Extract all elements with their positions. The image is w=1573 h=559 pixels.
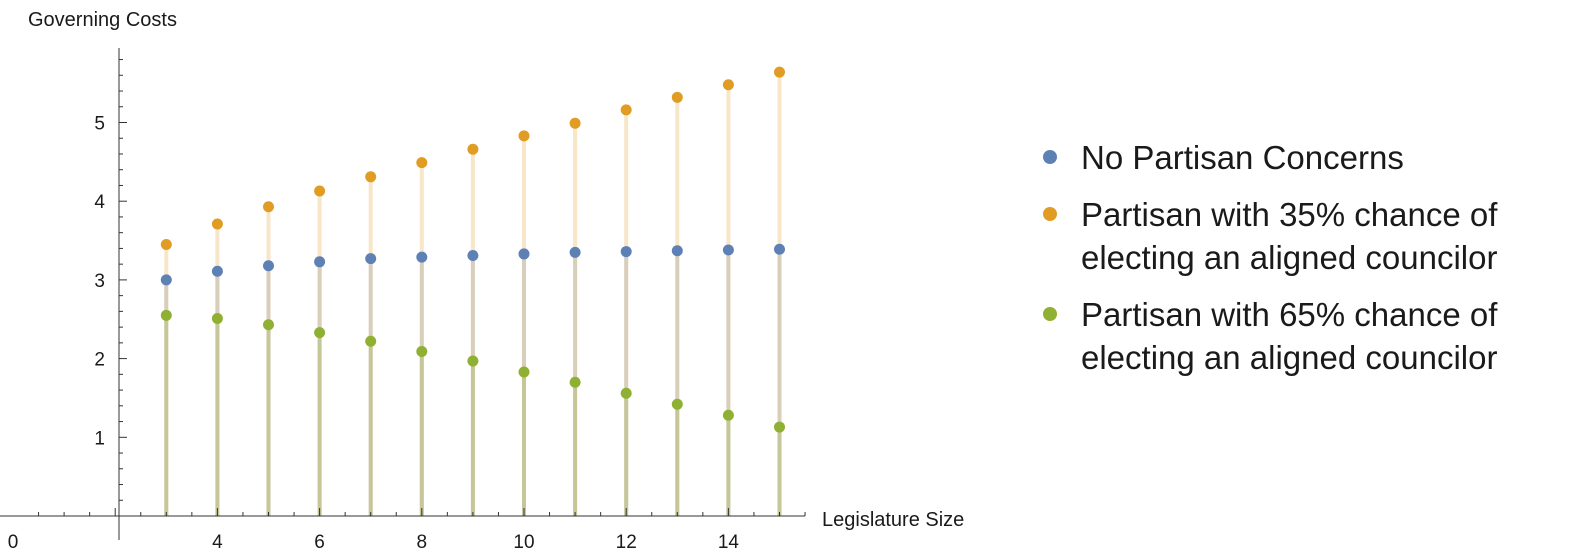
x-axis-title: Legislature Size xyxy=(822,509,964,531)
data-point xyxy=(263,319,274,331)
data-point xyxy=(518,248,530,260)
data-point xyxy=(160,274,172,286)
data-point xyxy=(314,256,326,268)
drop-lines xyxy=(164,72,782,516)
data-point xyxy=(365,253,377,265)
data-point xyxy=(722,244,734,256)
legend-marker-partisan-35 xyxy=(1043,207,1057,221)
data-point xyxy=(263,260,274,272)
legend-marker-no-partisan xyxy=(1043,150,1057,164)
data-point xyxy=(671,91,683,103)
x-tick-label: 4 xyxy=(212,532,223,553)
legend: No Partisan Concerns Partisan with 35% c… xyxy=(1035,136,1565,393)
data-point xyxy=(314,327,326,339)
data-point xyxy=(160,238,172,250)
data-point xyxy=(620,387,632,399)
data-point xyxy=(211,218,223,230)
legend-item-partisan-35: Partisan with 35% chance of electing an … xyxy=(1035,193,1565,279)
y-tick-label: 1 xyxy=(94,428,105,449)
legend-label-partisan-35: Partisan with 35% chance of electing an … xyxy=(1081,196,1498,276)
x-tick-label: 12 xyxy=(616,532,637,553)
data-point xyxy=(620,246,632,258)
data-point xyxy=(416,251,428,263)
data-point xyxy=(416,157,428,169)
y-tick-label: 2 xyxy=(94,350,105,371)
x-tick-label: 8 xyxy=(417,532,428,553)
data-point xyxy=(518,130,530,142)
legend-marker-partisan-65 xyxy=(1043,307,1057,321)
y-tick-label: 3 xyxy=(94,271,105,292)
legend-item-partisan-65: Partisan with 65% chance of electing an … xyxy=(1035,293,1565,379)
data-point xyxy=(263,201,274,213)
data-point xyxy=(467,355,479,367)
legend-item-no-partisan: No Partisan Concerns xyxy=(1035,136,1565,179)
data-point xyxy=(467,143,479,155)
data-point xyxy=(365,335,377,347)
data-point xyxy=(569,376,581,388)
data-point xyxy=(774,421,785,433)
data-point xyxy=(671,398,683,410)
data-point xyxy=(365,171,377,183)
data-point xyxy=(722,409,734,421)
data-point xyxy=(211,312,223,324)
data-point xyxy=(518,366,530,378)
data-point xyxy=(774,243,785,255)
x-tick-label: 10 xyxy=(513,532,534,553)
data-point xyxy=(774,66,785,78)
data-point xyxy=(416,346,428,358)
data-point xyxy=(467,250,479,262)
data-point xyxy=(211,265,223,277)
x-tick-label: 0 xyxy=(8,532,19,553)
y-tick-label: 5 xyxy=(94,114,105,135)
data-point xyxy=(160,309,172,321)
legend-label-partisan-65: Partisan with 65% chance of electing an … xyxy=(1081,296,1498,376)
axes xyxy=(0,48,806,540)
legend-label-no-partisan: No Partisan Concerns xyxy=(1081,139,1404,176)
x-tick-label: 14 xyxy=(718,532,740,553)
x-tick-label: 6 xyxy=(314,532,325,553)
data-point xyxy=(722,79,734,91)
y-tick-label: 4 xyxy=(94,192,105,213)
data-point xyxy=(314,185,326,197)
y-axis-title: Governing Costs xyxy=(28,9,177,31)
data-point xyxy=(620,104,632,116)
data-point xyxy=(569,246,581,258)
data-point xyxy=(671,245,683,257)
data-points xyxy=(160,66,785,433)
data-point xyxy=(569,117,581,129)
